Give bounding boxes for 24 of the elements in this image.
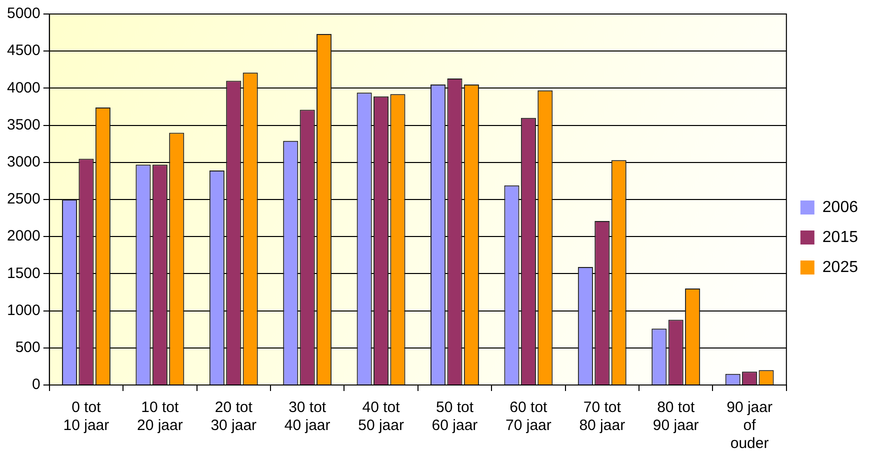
y-tick-label: 5000 [6,5,40,22]
x-tick-label: 30 tot 40 jaar [284,399,330,434]
y-tick-label: 0 [32,376,40,394]
y-tick-label: 3000 [6,154,40,171]
x-tick-label: 60 tot 70 jaar [506,399,552,434]
x-tick-label: 40 tot 50 jaar [358,399,404,434]
legend-label: 2015 [822,228,858,246]
legend-label: 2025 [822,258,858,276]
x-tick-label: 50 tot 60 jaar [432,399,478,434]
x-tick-label: 20 tot 30 jaar [210,399,257,434]
y-tick-label: 4000 [6,79,40,96]
y-tick-label: 500 [15,339,40,356]
y-tick-label: 1500 [6,264,40,282]
x-tick-label: 80 tot 90 jaar [652,399,699,434]
x-tick-label: 0 tot 10 jaar [63,399,110,434]
y-tick-label: 3500 [6,116,40,134]
y-tick-label: 2000 [6,228,40,245]
y-tick-label: 4500 [6,42,40,60]
legend-label: 2006 [822,198,858,216]
x-tick-label: 70 tot 80 jaar [579,399,626,434]
x-tick-label: 90 jaar of ouder [726,399,772,452]
x-tick-label: 10 tot 20 jaar [136,399,183,434]
y-tick-label: 2500 [6,190,40,208]
y-tick-label: 1000 [6,302,40,319]
